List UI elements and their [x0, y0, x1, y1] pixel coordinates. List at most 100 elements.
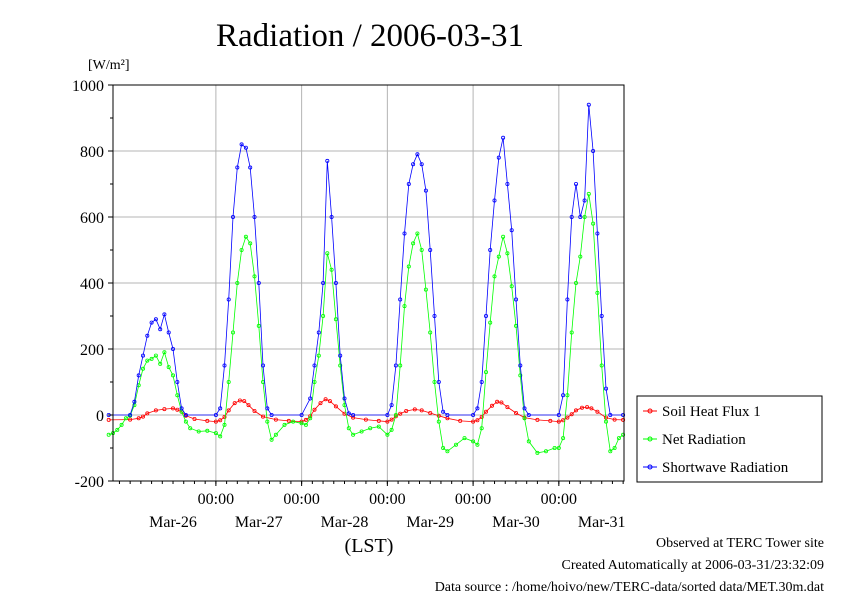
x-axis-label: (LST)	[345, 535, 394, 557]
data-point	[471, 412, 476, 417]
data-point	[489, 403, 494, 408]
data-point	[239, 247, 244, 252]
data-point	[312, 363, 317, 368]
data-point	[415, 231, 420, 236]
y-tick-label: 1000	[72, 78, 104, 95]
data-point	[368, 426, 373, 431]
data-point	[260, 363, 265, 368]
footer-created: Created Automatically at 2006-03-31/23:3…	[561, 558, 824, 573]
data-point	[496, 155, 501, 160]
data-point	[441, 409, 446, 414]
data-point	[432, 379, 437, 384]
data-point	[561, 436, 566, 441]
data-point	[569, 214, 574, 219]
legend-label: Soil Heat Flux 1	[662, 404, 761, 420]
data-point	[556, 445, 561, 450]
data-point	[412, 407, 417, 412]
data-point	[153, 353, 158, 358]
chart-title: Radiation / 2006-03-31	[216, 18, 524, 54]
data-point	[196, 429, 201, 434]
data-point	[158, 361, 163, 366]
data-point	[462, 436, 467, 441]
data-point	[406, 181, 411, 186]
x-tick-label: 00:00	[283, 491, 319, 508]
data-point	[599, 363, 604, 368]
data-point	[595, 231, 600, 236]
data-point	[569, 412, 574, 417]
data-point	[273, 417, 278, 422]
data-point	[308, 396, 313, 401]
data-point	[591, 221, 596, 226]
data-point	[312, 407, 317, 412]
data-point	[213, 412, 218, 417]
x-day-label: Mar-28	[321, 514, 369, 531]
data-point	[338, 363, 343, 368]
data-point	[128, 412, 133, 417]
data-point	[501, 234, 506, 239]
data-point	[585, 405, 590, 410]
data-point	[327, 399, 332, 404]
data-point	[162, 350, 167, 355]
series-layer	[106, 102, 626, 455]
data-point	[552, 445, 557, 450]
data-point	[318, 401, 323, 406]
data-point	[359, 429, 364, 434]
data-point	[248, 241, 253, 246]
data-point	[128, 417, 133, 422]
y-tick-label: -200	[75, 474, 104, 491]
data-point	[488, 320, 493, 325]
data-point	[556, 412, 561, 417]
data-point	[303, 422, 308, 427]
data-point	[578, 214, 583, 219]
data-point	[398, 297, 403, 302]
data-point	[604, 386, 609, 391]
data-point	[544, 449, 549, 454]
y-tick-label: 0	[96, 408, 104, 425]
x-day-label: Mar-26	[149, 514, 197, 531]
data-point	[586, 102, 591, 107]
data-point	[419, 408, 424, 413]
data-point	[612, 417, 617, 422]
data-point	[230, 330, 235, 335]
data-point	[436, 419, 441, 424]
data-point	[132, 399, 137, 404]
data-point	[475, 418, 480, 423]
data-point	[595, 409, 600, 414]
data-point	[149, 356, 154, 361]
data-point	[329, 267, 334, 272]
data-point	[153, 408, 158, 413]
data-point	[496, 254, 501, 259]
data-point	[453, 442, 458, 447]
data-point	[561, 393, 566, 398]
data-point	[385, 432, 390, 437]
data-point	[333, 404, 338, 409]
data-point	[218, 418, 223, 423]
data-point	[509, 228, 514, 233]
y-tick-label: 200	[80, 342, 104, 359]
data-point	[106, 432, 111, 437]
data-point	[140, 414, 145, 419]
data-point	[183, 419, 188, 424]
data-point	[514, 410, 519, 415]
data-point	[183, 412, 188, 417]
legend-box	[636, 395, 823, 483]
data-point	[333, 280, 338, 285]
data-point	[192, 416, 197, 421]
x-day-label: Mar-29	[406, 514, 454, 531]
data-point	[222, 422, 227, 427]
data-point	[385, 412, 390, 417]
data-point	[376, 418, 381, 423]
y-tick-label: 600	[80, 210, 104, 227]
data-point	[218, 406, 223, 411]
data-point	[505, 405, 510, 410]
data-point	[423, 287, 428, 292]
data-point	[265, 406, 270, 411]
data-point	[471, 419, 476, 424]
data-point	[589, 406, 594, 411]
data-point	[316, 330, 321, 335]
data-point	[248, 165, 253, 170]
data-point	[242, 399, 247, 404]
data-point	[256, 323, 261, 328]
